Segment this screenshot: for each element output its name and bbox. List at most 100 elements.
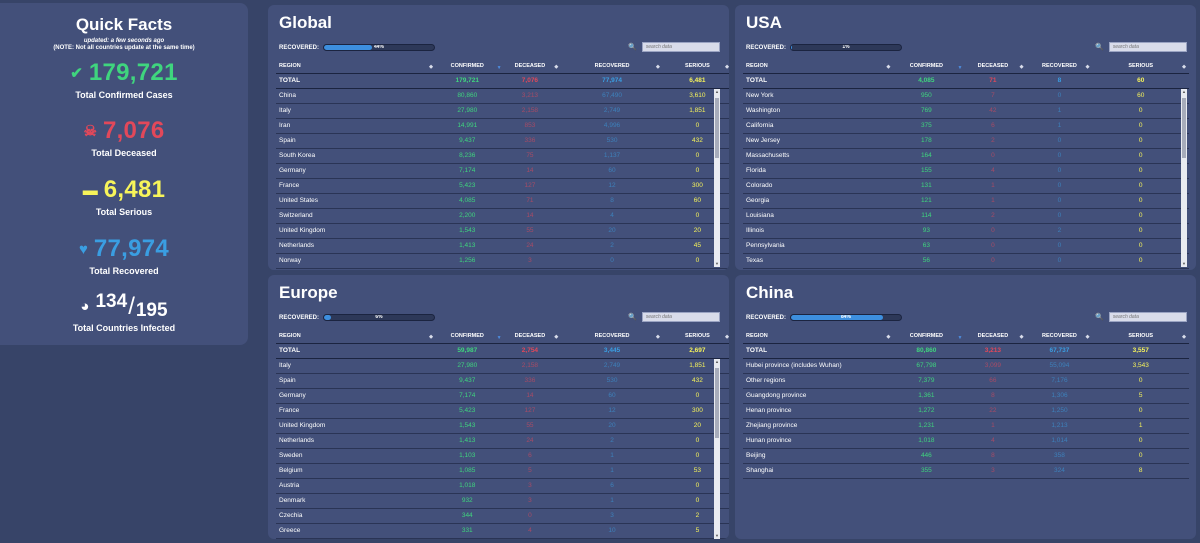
sort-icon[interactable]: ◆ xyxy=(1085,334,1090,340)
table-row[interactable]: California 375 6 1 0 xyxy=(743,118,1189,134)
col-header-deceased[interactable]: DECEASED ◆ xyxy=(498,60,562,74)
col-header-serious[interactable]: SERIOUS ◆ xyxy=(1092,330,1189,344)
col-header-confirmed[interactable]: CONFIRMED ▼ xyxy=(893,330,962,344)
table-scrollbar[interactable]: ▲ ▼ xyxy=(714,89,720,267)
sort-icon[interactable]: ◆ xyxy=(725,334,729,340)
col-header-region[interactable]: REGION ◆ xyxy=(276,330,436,344)
search-icon[interactable]: 🔍 xyxy=(628,314,637,321)
table-row[interactable]: Switzerland 2,200 14 4 0 xyxy=(276,208,729,224)
sort-icon[interactable]: ◆ xyxy=(886,64,891,70)
scroll-down-arrow-icon[interactable]: ▼ xyxy=(715,261,719,266)
scroll-down-arrow-icon[interactable]: ▼ xyxy=(1182,261,1186,266)
sort-icon[interactable]: ◆ xyxy=(1182,334,1186,340)
table-row[interactable]: Greece 331 4 10 5 xyxy=(276,523,729,539)
table-scrollbar[interactable]: ▲ ▼ xyxy=(1181,89,1187,267)
table-row[interactable]: New Jersey 178 2 0 0 xyxy=(743,133,1189,149)
total-row[interactable]: TOTAL 80,860 3,213 67,737 3,557 xyxy=(743,343,1189,359)
table-row[interactable]: Hunan province 1,018 4 1,014 0 xyxy=(743,433,1189,449)
table-row[interactable]: France 5,423 127 12 300 xyxy=(276,403,729,419)
total-row[interactable]: TOTAL 179,721 7,076 77,974 6,481 xyxy=(276,73,729,89)
table-row[interactable]: Washington 769 42 1 0 xyxy=(743,103,1189,119)
table-row[interactable]: Netherlands 1,413 24 2 0 xyxy=(276,433,729,449)
scroll-up-arrow-icon[interactable]: ▲ xyxy=(715,359,719,364)
table-row[interactable]: United States 4,085 71 8 60 xyxy=(276,193,729,209)
table-row[interactable]: Georgia 121 1 0 0 xyxy=(743,193,1189,209)
search-icon[interactable]: 🔍 xyxy=(628,44,637,51)
table-row[interactable]: Other regions 7,379 66 7,176 0 xyxy=(743,373,1189,389)
scrollbar-thumb[interactable] xyxy=(1182,98,1186,158)
sort-icon[interactable]: ◆ xyxy=(655,64,660,70)
table-scrollbar[interactable]: ▲ ▼ xyxy=(714,359,720,539)
search-input[interactable] xyxy=(641,312,720,322)
col-header-confirmed[interactable]: CONFIRMED ▼ xyxy=(435,330,502,344)
table-row[interactable]: Shanghai 355 3 324 8 xyxy=(743,463,1189,479)
col-header-confirmed[interactable]: CONFIRMED ▼ xyxy=(435,60,502,74)
sort-icon[interactable]: ◆ xyxy=(1085,64,1090,70)
col-header-deceased[interactable]: DECEASED ◆ xyxy=(959,330,1027,344)
total-row[interactable]: TOTAL 59,987 2,754 3,445 2,697 xyxy=(276,343,729,359)
col-header-recovered[interactable]: RECOVERED ◆ xyxy=(561,330,663,344)
table-row[interactable]: Hubei province (includes Wuhan) 67,798 3,0… xyxy=(743,358,1189,374)
sort-icon[interactable]: ◆ xyxy=(725,64,729,70)
scrollbar-thumb[interactable] xyxy=(715,368,719,438)
sort-icon[interactable]: ◆ xyxy=(554,334,559,340)
table-row[interactable]: Denmark 932 3 1 0 xyxy=(276,493,729,509)
scroll-up-arrow-icon[interactable]: ▲ xyxy=(715,89,719,94)
table-row[interactable]: Italy 27,980 2,158 2,749 1,851 xyxy=(276,358,729,374)
table-row[interactable]: New York 950 7 0 60 xyxy=(743,88,1189,104)
table-row[interactable]: Spain 9,437 336 530 432 xyxy=(276,373,729,389)
search-input[interactable] xyxy=(1108,42,1187,52)
table-row[interactable]: Norway 1,256 3 0 0 xyxy=(276,253,729,269)
table-row[interactable]: Iran 14,991 853 4,996 0 xyxy=(276,118,729,134)
table-row[interactable]: China 80,860 3,213 67,490 3,610 xyxy=(276,88,729,104)
col-header-recovered[interactable]: RECOVERED ◆ xyxy=(561,60,663,74)
table-row[interactable]: Texas 56 0 0 0 xyxy=(743,253,1189,269)
total-row[interactable]: TOTAL 4,085 71 8 60 xyxy=(743,73,1189,89)
table-row[interactable]: Germany 7,174 14 60 0 xyxy=(276,163,729,179)
scrollbar-thumb[interactable] xyxy=(715,98,719,158)
sort-icon[interactable]: ◆ xyxy=(1019,334,1024,340)
table-row[interactable]: Spain 9,437 336 530 432 xyxy=(276,133,729,149)
col-header-deceased[interactable]: DECEASED ◆ xyxy=(959,60,1027,74)
col-header-region[interactable]: REGION ◆ xyxy=(276,60,436,74)
table-row[interactable]: Guangdong province 1,361 8 1,306 5 xyxy=(743,388,1189,404)
table-row[interactable]: Netherlands 1,413 24 2 45 xyxy=(276,238,729,254)
table-row[interactable]: Illinois 93 0 2 0 xyxy=(743,223,1189,239)
table-row[interactable]: Czechia 344 0 3 2 xyxy=(276,508,729,524)
table-row[interactable]: Henan province 1,272 22 1,250 0 xyxy=(743,403,1189,419)
table-row[interactable]: United Kingdom 1,543 55 20 20 xyxy=(276,418,729,434)
col-header-region[interactable]: REGION ◆ xyxy=(743,330,894,344)
table-row[interactable]: Belgium 1,085 5 1 53 xyxy=(276,463,729,479)
search-input[interactable] xyxy=(641,42,720,52)
col-header-recovered[interactable]: RECOVERED ◆ xyxy=(1026,330,1093,344)
col-header-serious[interactable]: SERIOUS ◆ xyxy=(662,330,729,344)
sort-icon[interactable]: ◆ xyxy=(886,334,891,340)
scroll-down-arrow-icon[interactable]: ▼ xyxy=(715,533,719,538)
scroll-up-arrow-icon[interactable]: ▲ xyxy=(1182,89,1186,94)
sort-icon[interactable]: ◆ xyxy=(554,64,559,70)
search-input[interactable] xyxy=(1108,312,1187,322)
sort-icon[interactable]: ◆ xyxy=(429,334,433,340)
table-row[interactable]: France 5,423 127 12 300 xyxy=(276,178,729,194)
table-row[interactable]: Massachusetts 164 0 0 0 xyxy=(743,148,1189,164)
table-row[interactable]: United Kingdom 1,543 55 20 20 xyxy=(276,223,729,239)
table-row[interactable]: Louisiana 114 2 0 0 xyxy=(743,208,1189,224)
search-icon[interactable]: 🔍 xyxy=(1095,44,1104,51)
col-header-serious[interactable]: SERIOUS ◆ xyxy=(662,60,729,74)
table-row[interactable]: Florida 155 4 0 0 xyxy=(743,163,1189,179)
table-row[interactable]: South Korea 8,236 75 1,137 0 xyxy=(276,148,729,164)
col-header-deceased[interactable]: DECEASED ◆ xyxy=(498,330,562,344)
sort-icon[interactable]: ◆ xyxy=(429,64,433,70)
col-header-confirmed[interactable]: CONFIRMED ▼ xyxy=(893,60,962,74)
table-row[interactable]: Colorado 131 1 0 0 xyxy=(743,178,1189,194)
search-icon[interactable]: 🔍 xyxy=(1095,314,1104,321)
col-header-region[interactable]: REGION ◆ xyxy=(743,60,894,74)
table-row[interactable]: Pennsylvania 63 0 0 0 xyxy=(743,238,1189,254)
table-row[interactable]: Germany 7,174 14 60 0 xyxy=(276,388,729,404)
col-header-serious[interactable]: SERIOUS ◆ xyxy=(1092,60,1189,74)
col-header-recovered[interactable]: RECOVERED ◆ xyxy=(1026,60,1093,74)
table-row[interactable]: Beijing 446 8 358 0 xyxy=(743,448,1189,464)
table-row[interactable]: Italy 27,980 2,158 2,749 1,851 xyxy=(276,103,729,119)
sort-icon[interactable]: ◆ xyxy=(1182,64,1186,70)
sort-icon[interactable]: ◆ xyxy=(655,334,660,340)
